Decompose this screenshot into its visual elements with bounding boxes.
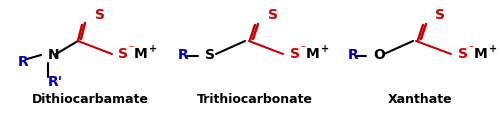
Text: +: + [489, 44, 497, 54]
Text: Trithiocarbonate: Trithiocarbonate [197, 92, 313, 105]
Text: R: R [18, 55, 29, 68]
Text: +: + [149, 44, 157, 54]
Text: ⁻: ⁻ [468, 44, 473, 54]
Text: ⁻: ⁻ [300, 44, 305, 54]
Text: Xanthate: Xanthate [388, 92, 452, 105]
Text: S: S [458, 47, 468, 60]
Text: S: S [205, 48, 215, 61]
Text: M: M [474, 47, 488, 60]
Text: R: R [178, 48, 189, 61]
Text: S: S [118, 47, 128, 60]
Text: ⁻: ⁻ [128, 44, 133, 54]
Text: N: N [48, 48, 60, 61]
Text: S: S [290, 47, 300, 60]
Text: +: + [321, 44, 329, 54]
Text: S: S [95, 8, 105, 22]
Text: S: S [268, 8, 278, 22]
Text: O: O [373, 48, 385, 61]
Text: Dithiocarbamate: Dithiocarbamate [32, 92, 148, 105]
Text: S: S [435, 8, 445, 22]
Text: M: M [306, 47, 320, 60]
Text: R: R [348, 48, 359, 61]
Text: M: M [134, 47, 148, 60]
Text: R': R' [48, 74, 63, 88]
